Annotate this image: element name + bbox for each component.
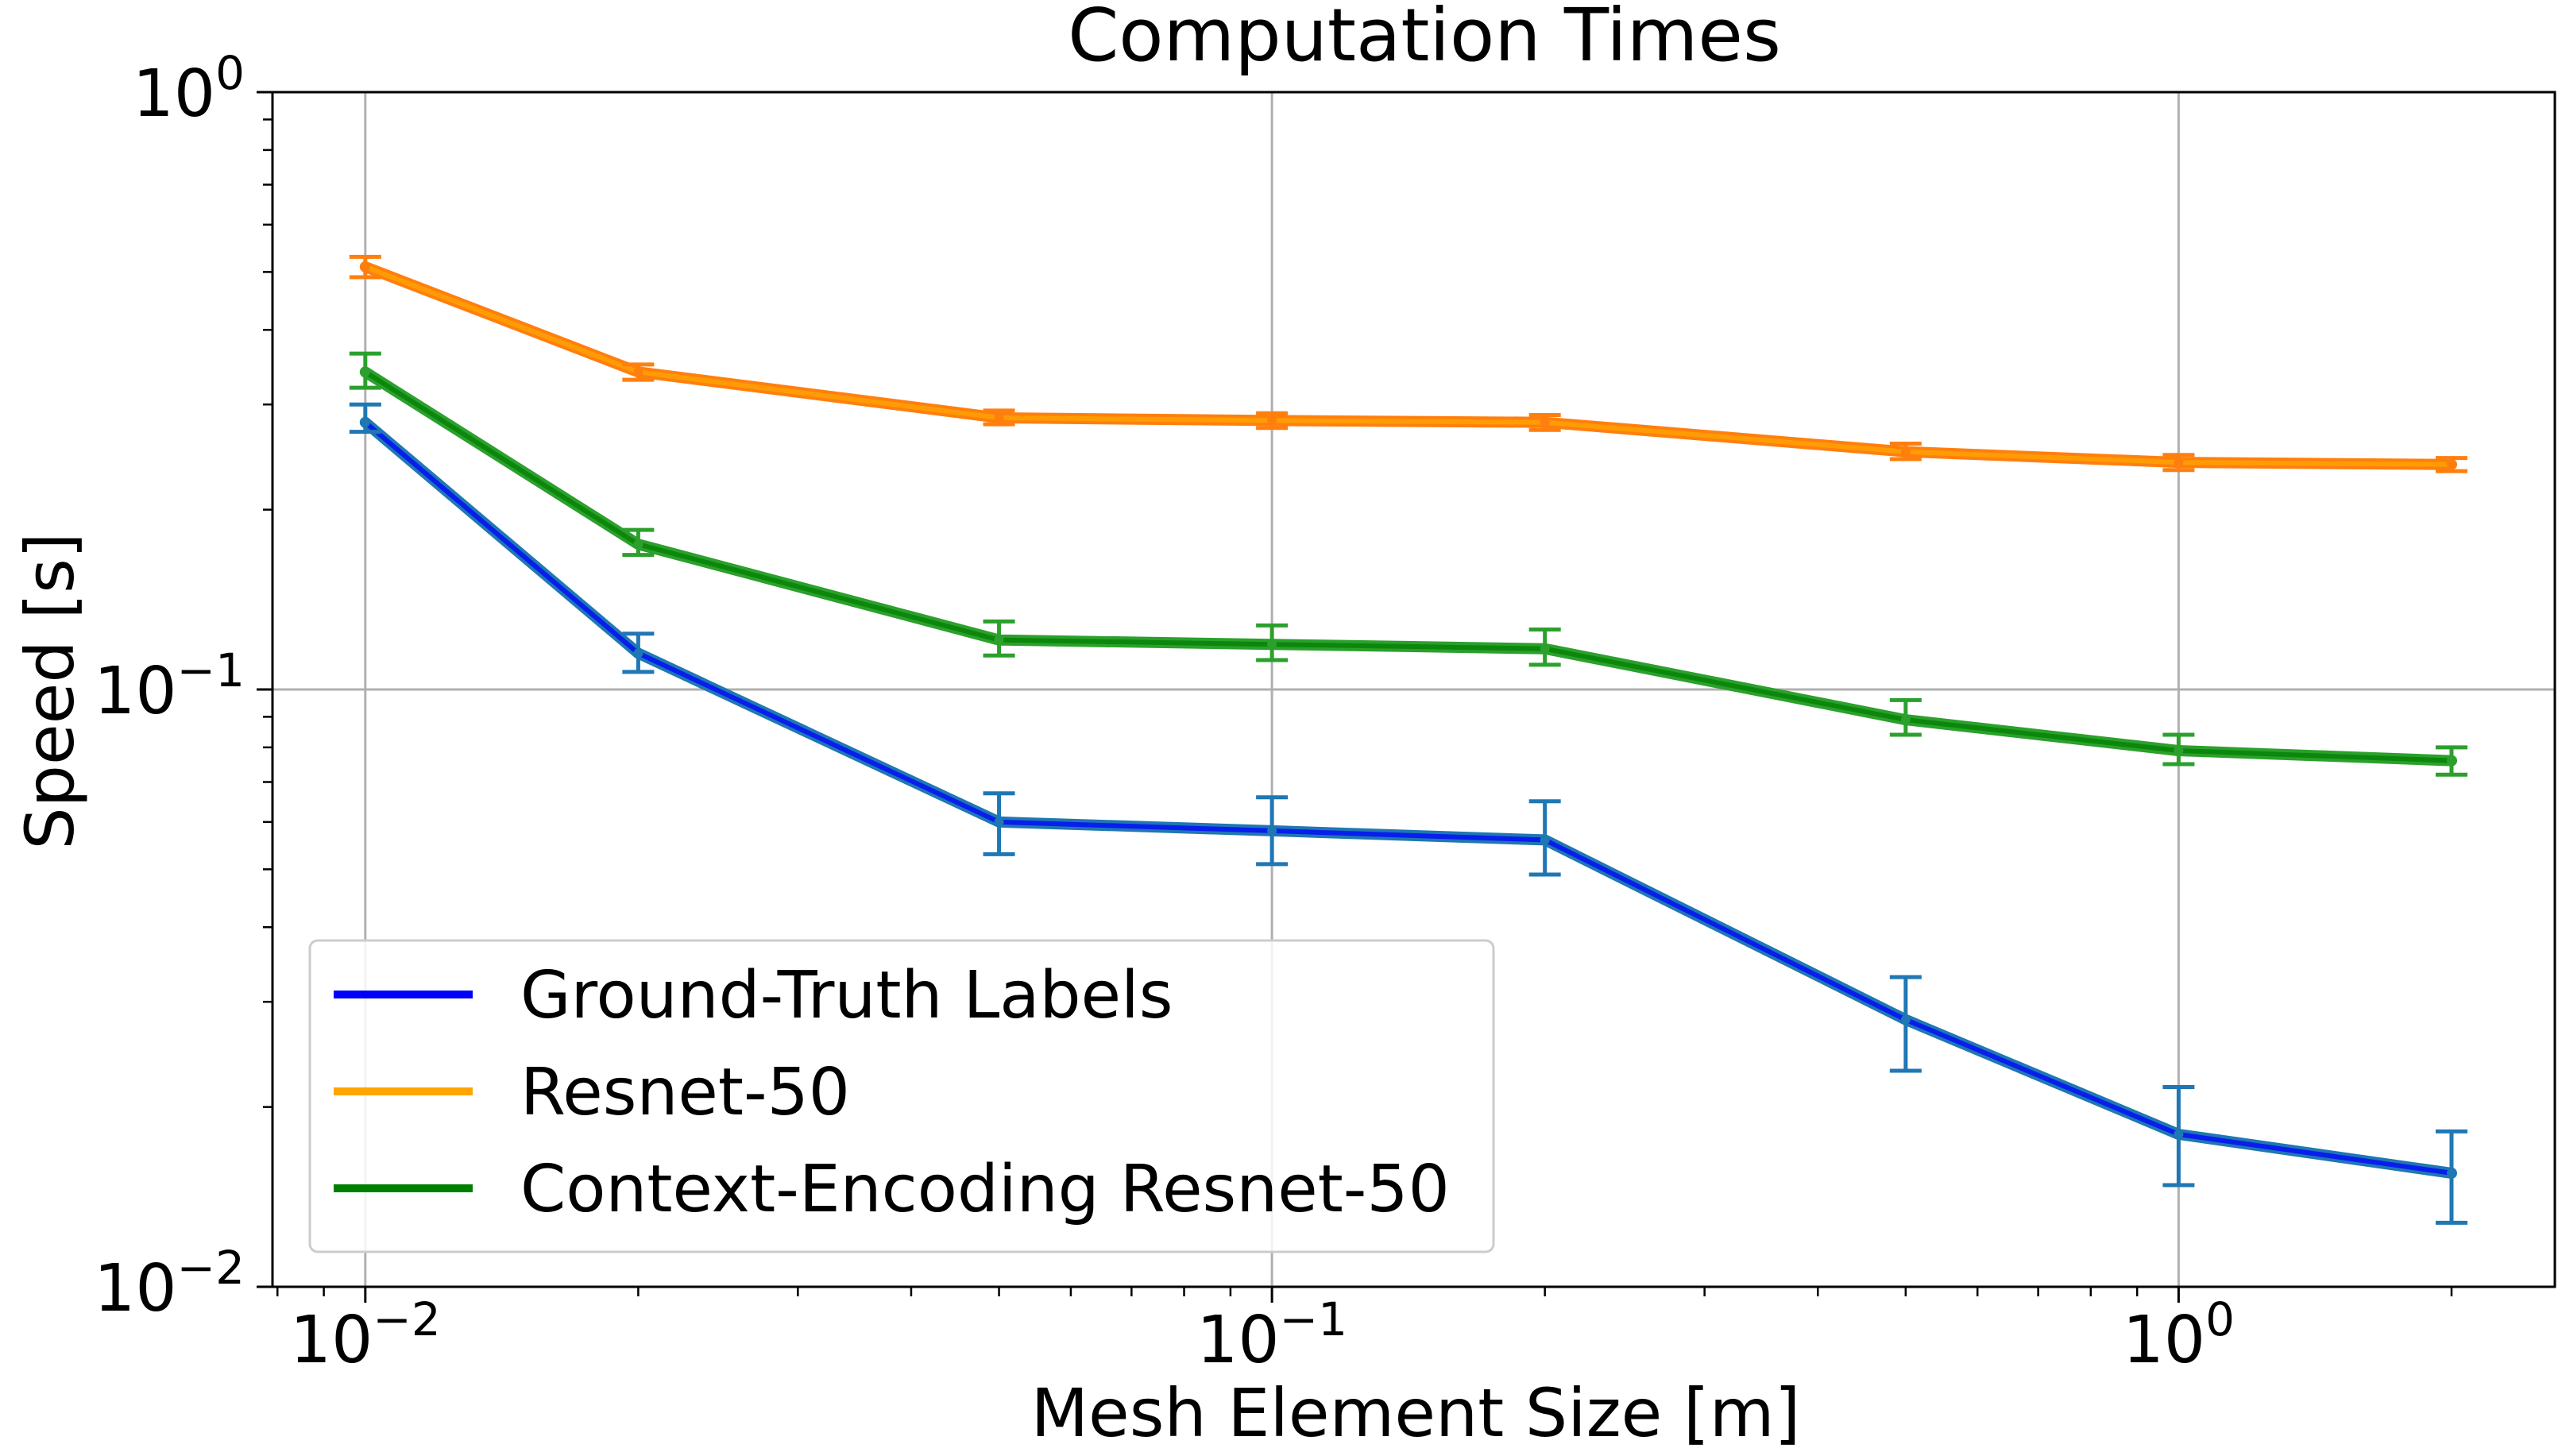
series-2-point-6 [2174,745,2184,755]
series-0-point-4 [1540,835,1550,845]
series-1-errorbar-7 [2435,456,2467,473]
series-0-errorbar-6 [2162,1084,2195,1188]
legend-label-2: Context-Encoding Resnet-50 [520,1152,1450,1227]
series-0-errorbar-3 [1256,795,1289,867]
series-1-point-0 [360,261,370,272]
x-axis-label: Mesh Element Size [m] [1031,1374,1801,1452]
series-2-errorbar-1 [622,527,655,558]
x-tick-label-0: 10−2 [290,1292,441,1378]
series-0-point-5 [1900,1014,1911,1025]
y-tick-label-1: 10−1 [94,643,245,729]
series-0-errorbar-5 [1889,975,1922,1073]
series-0-point-6 [2174,1130,2184,1140]
series-1-point-1 [633,367,643,377]
series-0-point-3 [1267,825,1277,836]
legend-box [308,939,1495,1253]
x-tick-label-2: 100 [2123,1292,2235,1378]
series-0-errorbar-4 [1528,799,1561,877]
legend-label-0: Ground-Truth Labels [520,958,1173,1033]
x-tick-label-1: 10−1 [1196,1292,1347,1378]
chart-title: Computation Times [1068,0,1781,78]
series-1-errorbar-5 [1889,441,1922,462]
series-1-errorbar-4 [1528,413,1561,432]
series-1-point-3 [1267,415,1277,426]
series-0-errorbar-7 [2435,1129,2467,1225]
series-2-errorbar-3 [1256,623,1289,662]
series-1-point-5 [1900,446,1911,457]
series-1-errorbar-6 [2162,453,2195,473]
series-0 [349,402,2467,1225]
series-2-errorbar-7 [2435,745,2467,777]
series-2-errorbar-5 [1889,697,1922,737]
legend-label-1: Resnet-50 [520,1055,850,1130]
legend-item-2: Context-Encoding Resnet-50 [334,1152,1450,1227]
series-0-point-0 [360,417,370,427]
series-2-point-0 [360,367,370,377]
series-1-point-2 [994,412,1004,423]
series-2-errorbar-2 [983,619,1015,658]
y-tick-label-0: 10−2 [94,1241,245,1327]
series-2-errorbar-6 [2162,732,2195,767]
y-tick-label-2: 100 [133,46,245,132]
series-2-line [362,369,2454,763]
series-2-errorbar-0 [349,351,381,390]
series-0-errorbar-0 [349,402,381,434]
series-2 [349,351,2467,777]
series-1-line [362,264,2454,467]
series-0-errorbar-1 [622,631,655,674]
series-0-point-1 [633,648,643,658]
series-1-errorbar-2 [983,408,1015,427]
series-2-point-5 [1900,715,1911,725]
series-1-point-6 [2174,458,2184,468]
series-0-line [362,419,2454,1176]
series-0-point-7 [2446,1168,2456,1178]
series-0-point-2 [994,817,1004,827]
minor-tick-layer [263,118,2453,1296]
series-1-errorbar-1 [622,362,655,382]
series-2-point-1 [633,539,643,550]
y-axis-label: Speed [s] [11,532,89,849]
legend-item-0: Ground-Truth Labels [334,958,1173,1033]
series-1-errorbar-0 [349,254,381,280]
series-2-point-3 [1267,639,1277,650]
series-2-point-2 [994,635,1004,645]
series-1 [349,254,2467,473]
series-1-point-4 [1540,417,1550,427]
legend-item-1: Resnet-50 [334,1055,850,1130]
series-0-errorbar-2 [983,791,1015,856]
series-1-point-7 [2446,459,2456,469]
series-1-errorbar-3 [1256,411,1289,431]
legend-layer: Ground-Truth Labels Resnet-50 Context-Enco… [308,939,1495,1253]
series-layer [349,254,2467,1225]
series-2-point-4 [1540,643,1550,654]
series-2-errorbar-4 [1528,628,1561,667]
tick-layer: 10−2 10−1 100 10−2 10−1 100 [94,46,2235,1378]
series-2-point-7 [2446,755,2456,766]
legend: Ground-Truth Labels Resnet-50 Context-Enco… [308,939,1495,1253]
